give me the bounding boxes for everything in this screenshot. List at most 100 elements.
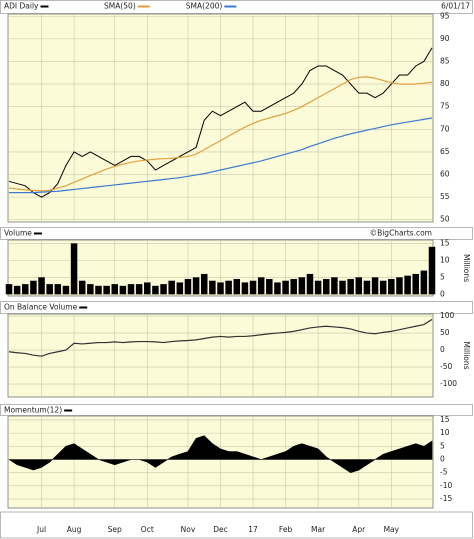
panel-title: Volume — [4, 229, 32, 238]
panel-title: On Balance Volume — [4, 303, 78, 312]
bar — [331, 277, 338, 295]
y-tick-label: 80 — [440, 79, 450, 88]
y-tick-label: -15 — [440, 494, 452, 503]
series-line — [8, 47, 433, 198]
bar — [62, 285, 70, 295]
bar — [314, 280, 322, 295]
y-tick-label: -50 — [440, 362, 452, 371]
bar — [13, 285, 21, 295]
x-tick-label: Feb — [279, 525, 293, 534]
y-tick-label: -10 — [440, 481, 452, 490]
bar — [322, 279, 330, 295]
series-line — [8, 318, 433, 357]
bar — [249, 280, 257, 295]
y-tick-label: 55 — [440, 192, 450, 201]
y-tick-label: 15 — [440, 415, 450, 424]
y-tick-label: 75 — [440, 102, 450, 111]
bar — [87, 284, 94, 295]
panel-title: Momentum(12) — [4, 406, 62, 415]
bar — [298, 277, 306, 295]
legend-label: SMA(50) — [104, 2, 136, 11]
bar — [225, 280, 232, 295]
bar — [30, 280, 37, 295]
y-axis-label: Millions — [462, 341, 471, 369]
bar — [168, 280, 175, 295]
bar — [54, 284, 62, 295]
y-tick-label: 85 — [440, 56, 450, 65]
bar — [217, 282, 224, 295]
y-tick-label: 5 — [440, 272, 445, 281]
y-tick-label: 10 — [440, 255, 450, 264]
bar — [184, 279, 192, 295]
bar — [103, 285, 110, 295]
bar — [257, 277, 265, 295]
bar — [371, 277, 379, 295]
panel-header — [0, 301, 473, 314]
y-tick-label: 60 — [440, 170, 450, 179]
x-axis-band — [0, 511, 473, 539]
bar — [355, 277, 363, 295]
bar — [176, 282, 184, 295]
bar — [144, 282, 151, 295]
legend-label: SMA(200) — [186, 2, 223, 11]
area — [8, 435, 433, 474]
panel-header — [0, 404, 473, 416]
bar — [420, 270, 428, 295]
x-tick-label: Jul — [36, 525, 46, 534]
panel-header — [0, 227, 473, 240]
bar — [22, 284, 29, 295]
bar — [70, 243, 78, 295]
bar — [38, 277, 45, 295]
series-line — [8, 76, 433, 192]
bar — [347, 279, 354, 295]
y-tick-label: 100 — [440, 311, 455, 320]
y-tick-label: 90 — [440, 34, 450, 43]
bar — [46, 284, 53, 295]
bar — [404, 275, 411, 295]
y-tick-label: 10 — [440, 428, 450, 437]
y-axis-label: Millions — [462, 254, 471, 282]
bar — [428, 246, 436, 295]
bar — [209, 280, 216, 295]
panel-header — [0, 0, 473, 14]
y-tick-label: -100 — [440, 379, 457, 388]
x-tick-label: Aug — [67, 525, 82, 534]
bar — [282, 280, 289, 295]
bar — [152, 285, 159, 295]
y-tick-label: 0 — [440, 345, 445, 354]
x-tick-label: Sep — [108, 525, 122, 534]
watermark: ©BigCharts.com — [370, 229, 432, 238]
x-tick-label: Oct — [141, 525, 154, 534]
x-tick-label: Dec — [213, 525, 228, 534]
bar — [339, 280, 346, 295]
bar — [241, 282, 249, 295]
bar — [135, 284, 143, 295]
bar — [192, 277, 200, 295]
bar — [111, 284, 119, 295]
bar — [5, 284, 13, 295]
y-tick-label: -5 — [440, 468, 448, 477]
bar — [388, 279, 395, 295]
bar — [396, 277, 403, 295]
bar — [95, 285, 102, 295]
y-tick-label: 70 — [440, 124, 450, 133]
y-tick-label: 50 — [440, 328, 450, 337]
bar — [290, 279, 297, 295]
y-tick-label: 95 — [440, 11, 450, 20]
bar — [274, 282, 281, 295]
date-label: 6/01/17 — [441, 2, 470, 11]
x-tick-label: Nov — [181, 525, 196, 534]
bar — [306, 273, 314, 295]
panel-title: ADI Daily — [4, 2, 39, 11]
x-tick-label: Mar — [311, 525, 326, 534]
bar — [266, 279, 273, 295]
y-tick-label: 50 — [440, 215, 450, 224]
bar — [200, 273, 208, 295]
bar — [78, 280, 86, 295]
y-tick-label: 5 — [440, 441, 445, 450]
bar — [127, 284, 135, 295]
bar — [379, 280, 387, 295]
series-line — [9, 117, 433, 194]
y-tick-label: 0 — [440, 289, 445, 298]
